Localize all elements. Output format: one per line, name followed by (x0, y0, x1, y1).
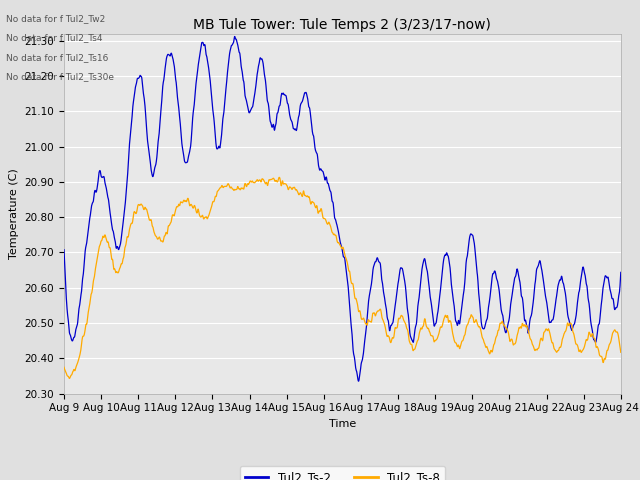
X-axis label: Time: Time (329, 419, 356, 429)
Legend: Tul2_Ts-2, Tul2_Ts-8: Tul2_Ts-2, Tul2_Ts-8 (240, 466, 445, 480)
Y-axis label: Temperature (C): Temperature (C) (9, 168, 19, 259)
Text: No data for f Tul2_Ts4: No data for f Tul2_Ts4 (6, 34, 103, 43)
Text: No data for f Tul2_Tw2: No data for f Tul2_Tw2 (6, 14, 106, 24)
Text: No data for f Tul2_Ts16: No data for f Tul2_Ts16 (6, 53, 109, 62)
Text: No data for f Tul2_Ts30e: No data for f Tul2_Ts30e (6, 72, 115, 81)
Title: MB Tule Tower: Tule Temps 2 (3/23/17-now): MB Tule Tower: Tule Temps 2 (3/23/17-now… (193, 18, 492, 33)
